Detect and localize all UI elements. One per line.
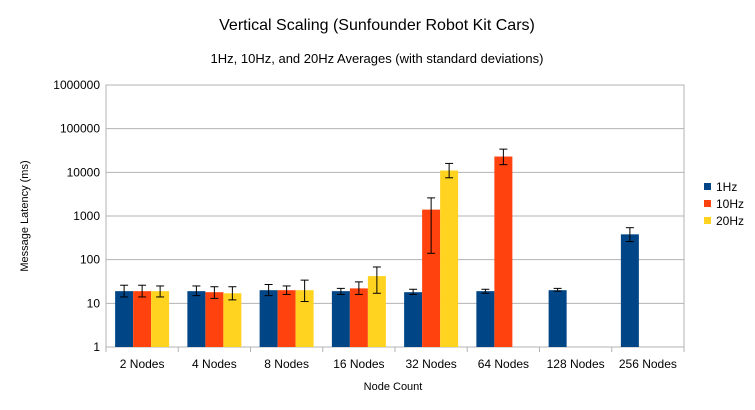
x-tick-label: 256 Nodes (619, 357, 677, 371)
y-tick-label: 1000000 (53, 78, 100, 92)
bar (476, 291, 495, 347)
y-tick-label: 10 (87, 296, 101, 310)
bar (494, 156, 513, 347)
bar (349, 288, 368, 347)
chart-title: Vertical Scaling (Sunfounder Robot Kit C… (219, 17, 535, 34)
x-tick-label: 2 Nodes (120, 357, 165, 371)
x-tick-label: 8 Nodes (264, 357, 309, 371)
bar (115, 291, 134, 347)
bar (259, 290, 278, 347)
legend: 1Hz 10Hz 20Hz (704, 180, 744, 228)
x-tick-label: 16 Nodes (333, 357, 384, 371)
bar (422, 209, 441, 347)
legend-label: 1Hz (716, 180, 737, 194)
y-tick-label: 100 (80, 253, 100, 267)
bar (440, 170, 459, 347)
legend-label: 10Hz (716, 197, 744, 211)
bar (404, 292, 423, 347)
x-tick-label: 128 Nodes (547, 357, 605, 371)
y-tick-label: 1 (93, 340, 100, 354)
bar (367, 276, 386, 347)
x-tick-label: 32 Nodes (405, 357, 456, 371)
bar (205, 292, 224, 347)
x-axis-label: Node Count (364, 381, 423, 393)
legend-swatch (704, 217, 711, 224)
legend-swatch (704, 200, 711, 207)
legend-swatch (704, 183, 711, 190)
x-tick-label: 64 Nodes (478, 357, 529, 371)
bar (277, 290, 296, 347)
bar (223, 293, 242, 347)
plot-area: 1 10 100 1000 10000 100000 1000000 2 Nodes 4 Nod… (53, 78, 685, 371)
legend-label: 20Hz (716, 214, 744, 228)
bar (187, 291, 206, 347)
bar (151, 291, 170, 347)
bar (295, 290, 314, 347)
x-tick-label: 4 Nodes (192, 357, 237, 371)
bar (620, 234, 639, 347)
y-tick-label: 1000 (73, 209, 100, 223)
y-tick-label: 100000 (60, 122, 100, 136)
bar (133, 291, 152, 347)
bar (331, 291, 350, 347)
chart-subtitle: 1Hz, 10Hz, and 20Hz Averages (with stand… (211, 51, 544, 66)
y-axis-label: Message Latency (ms) (19, 160, 31, 271)
y-tick-label: 10000 (67, 165, 101, 179)
bar (548, 290, 567, 347)
